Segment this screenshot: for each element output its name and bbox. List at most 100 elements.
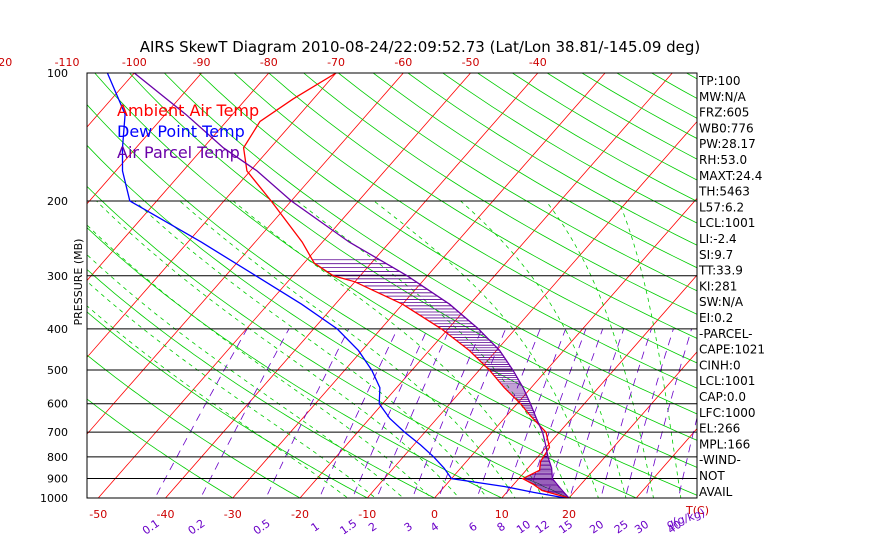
legend-entry: Ambient Air Temp	[117, 101, 259, 120]
dry-adiabat-line	[87, 354, 301, 498]
mixing-ratio-tick-label: 3	[402, 520, 415, 535]
index-label: LCL:1001	[699, 374, 755, 388]
isotherm-line	[763, 54, 870, 507]
mixing-ratio-tick-label: 8	[495, 520, 508, 535]
mixing-ratio-tick-label: 20	[587, 518, 606, 537]
index-label: -WIND-	[699, 453, 741, 467]
isotherm-line	[366, 120, 697, 498]
index-label: SW:N/A	[699, 295, 744, 309]
isotherm-line	[232, 73, 606, 498]
index-label: CINH:0	[699, 358, 741, 372]
pressure-tick-label: 500	[47, 364, 68, 377]
index-label: TH:5463	[698, 185, 750, 199]
isotherm-line	[0, 54, 17, 507]
plot-frame	[86, 72, 698, 499]
dry-adiabat-line	[337, 73, 697, 292]
index-label: MPL:166	[699, 437, 750, 451]
dry-adiabat-line	[87, 227, 503, 498]
cape-hatch	[312, 259, 569, 498]
mixing-ratio-line	[569, 328, 625, 498]
index-label: KI:281	[699, 279, 737, 293]
moist-adiabat-line	[134, 200, 488, 498]
mixing-ratio-line	[600, 328, 652, 498]
isotherm-line	[87, 73, 404, 435]
index-label: CAPE:1021	[699, 343, 765, 357]
index-label: LFC:1000	[699, 406, 756, 420]
moist-adiabat-line	[296, 200, 572, 498]
index-label: AVAIL	[699, 485, 733, 499]
dry-adiabat-line	[94, 73, 697, 468]
index-label: CAP:0.0	[699, 390, 746, 404]
dry-adiabat-line	[407, 73, 697, 246]
index-label: FRZ:605	[699, 106, 749, 120]
dew-point-line	[106, 73, 566, 498]
mixing-ratio-line	[411, 328, 483, 498]
index-label: TT:33.9	[698, 264, 743, 278]
dry-adiabat-line	[163, 73, 697, 415]
isotherm-line	[568, 351, 697, 498]
mixing-ratio-tick-label: 0.5	[251, 517, 273, 538]
mixing-ratio-tick-label: 25	[612, 518, 631, 537]
isotherm-line	[830, 54, 870, 507]
top-temp-tick-label: -90	[193, 56, 211, 69]
isotherm-line	[87, 73, 203, 205]
y-axis-label: PRESSURE (MB)	[72, 239, 85, 326]
mixing-ratio-line	[154, 328, 248, 498]
ambient-temp-line	[242, 73, 570, 498]
moist-adiabat-line	[87, 280, 377, 498]
mixing-ratio-tick-label: 6	[466, 520, 479, 535]
mixing-ratio-line	[351, 328, 428, 498]
index-label: NOT	[699, 469, 725, 483]
dry-adiabat-line	[268, 73, 697, 339]
top-temp-tick-label: -100	[122, 56, 147, 69]
index-label: EI:0.2	[699, 311, 733, 325]
pressure-tick-label: 900	[47, 473, 68, 486]
moist-adiabat-line	[87, 224, 432, 498]
mixing-ratio-tick-label: 12	[533, 518, 552, 537]
dry-adiabat-line	[87, 144, 638, 498]
index-label: SI:9.7	[699, 248, 733, 262]
index-label: L57:6.2	[699, 200, 744, 214]
temp-tick-label: 20	[562, 508, 576, 521]
pressure-tick-label: 400	[47, 323, 68, 336]
mixing-ratio-line	[438, 328, 507, 498]
profiles	[106, 73, 570, 498]
parcel-temp-line	[133, 73, 570, 498]
legend-entry: Air Parcel Temp	[117, 143, 240, 162]
legend: Ambient Air Temp Dew Point Temp Air Parcel…	[117, 101, 259, 162]
pressure-tick-label: 800	[47, 451, 68, 464]
moist-adiabat-line	[179, 200, 516, 498]
index-label: PW:28.17	[699, 137, 756, 151]
dry-adiabat-line	[128, 73, 697, 441]
dry-adiabat-line	[372, 73, 697, 269]
temp-tick-label: -30	[224, 508, 242, 521]
temp-tick-label: -10	[358, 508, 376, 521]
isotherm-line	[433, 197, 697, 498]
top-temp-tick-label: -50	[462, 56, 480, 69]
index-label: -PARCEL-	[699, 327, 753, 341]
index-label: LI:-2.4	[699, 232, 737, 246]
temp-tick-label: 10	[495, 508, 509, 521]
x-axis-label: T(C)	[685, 504, 709, 517]
pressure-tick-label: 200	[47, 195, 68, 208]
mixing-ratio-tick-label: 30	[632, 518, 651, 537]
mixing-ratio-tick-label: 1.5	[338, 517, 360, 538]
chart-title: AIRS SkewT Diagram 2010-08-24/22:09:52.7…	[140, 38, 701, 56]
moist-adiabat-line	[545, 200, 654, 498]
dry-adiabat-line	[198, 73, 697, 389]
top-temp-tick-label: -60	[394, 56, 412, 69]
pressure-tick-label: 700	[47, 426, 68, 439]
isotherm-line	[501, 274, 697, 498]
mixing-ratio-line	[200, 328, 290, 498]
index-label: TP:100	[698, 74, 741, 88]
isotherm-line	[97, 73, 472, 498]
isotherm-line	[164, 73, 539, 498]
isotherm-line	[635, 428, 697, 498]
index-label: MAXT:24.4	[699, 169, 762, 183]
top-temp-tick-label: -40	[529, 56, 547, 69]
background-grid	[0, 54, 870, 507]
moist-adiabat-line	[460, 200, 627, 498]
dry-adiabat-line	[442, 73, 697, 224]
dry-adiabat-line	[302, 73, 697, 315]
